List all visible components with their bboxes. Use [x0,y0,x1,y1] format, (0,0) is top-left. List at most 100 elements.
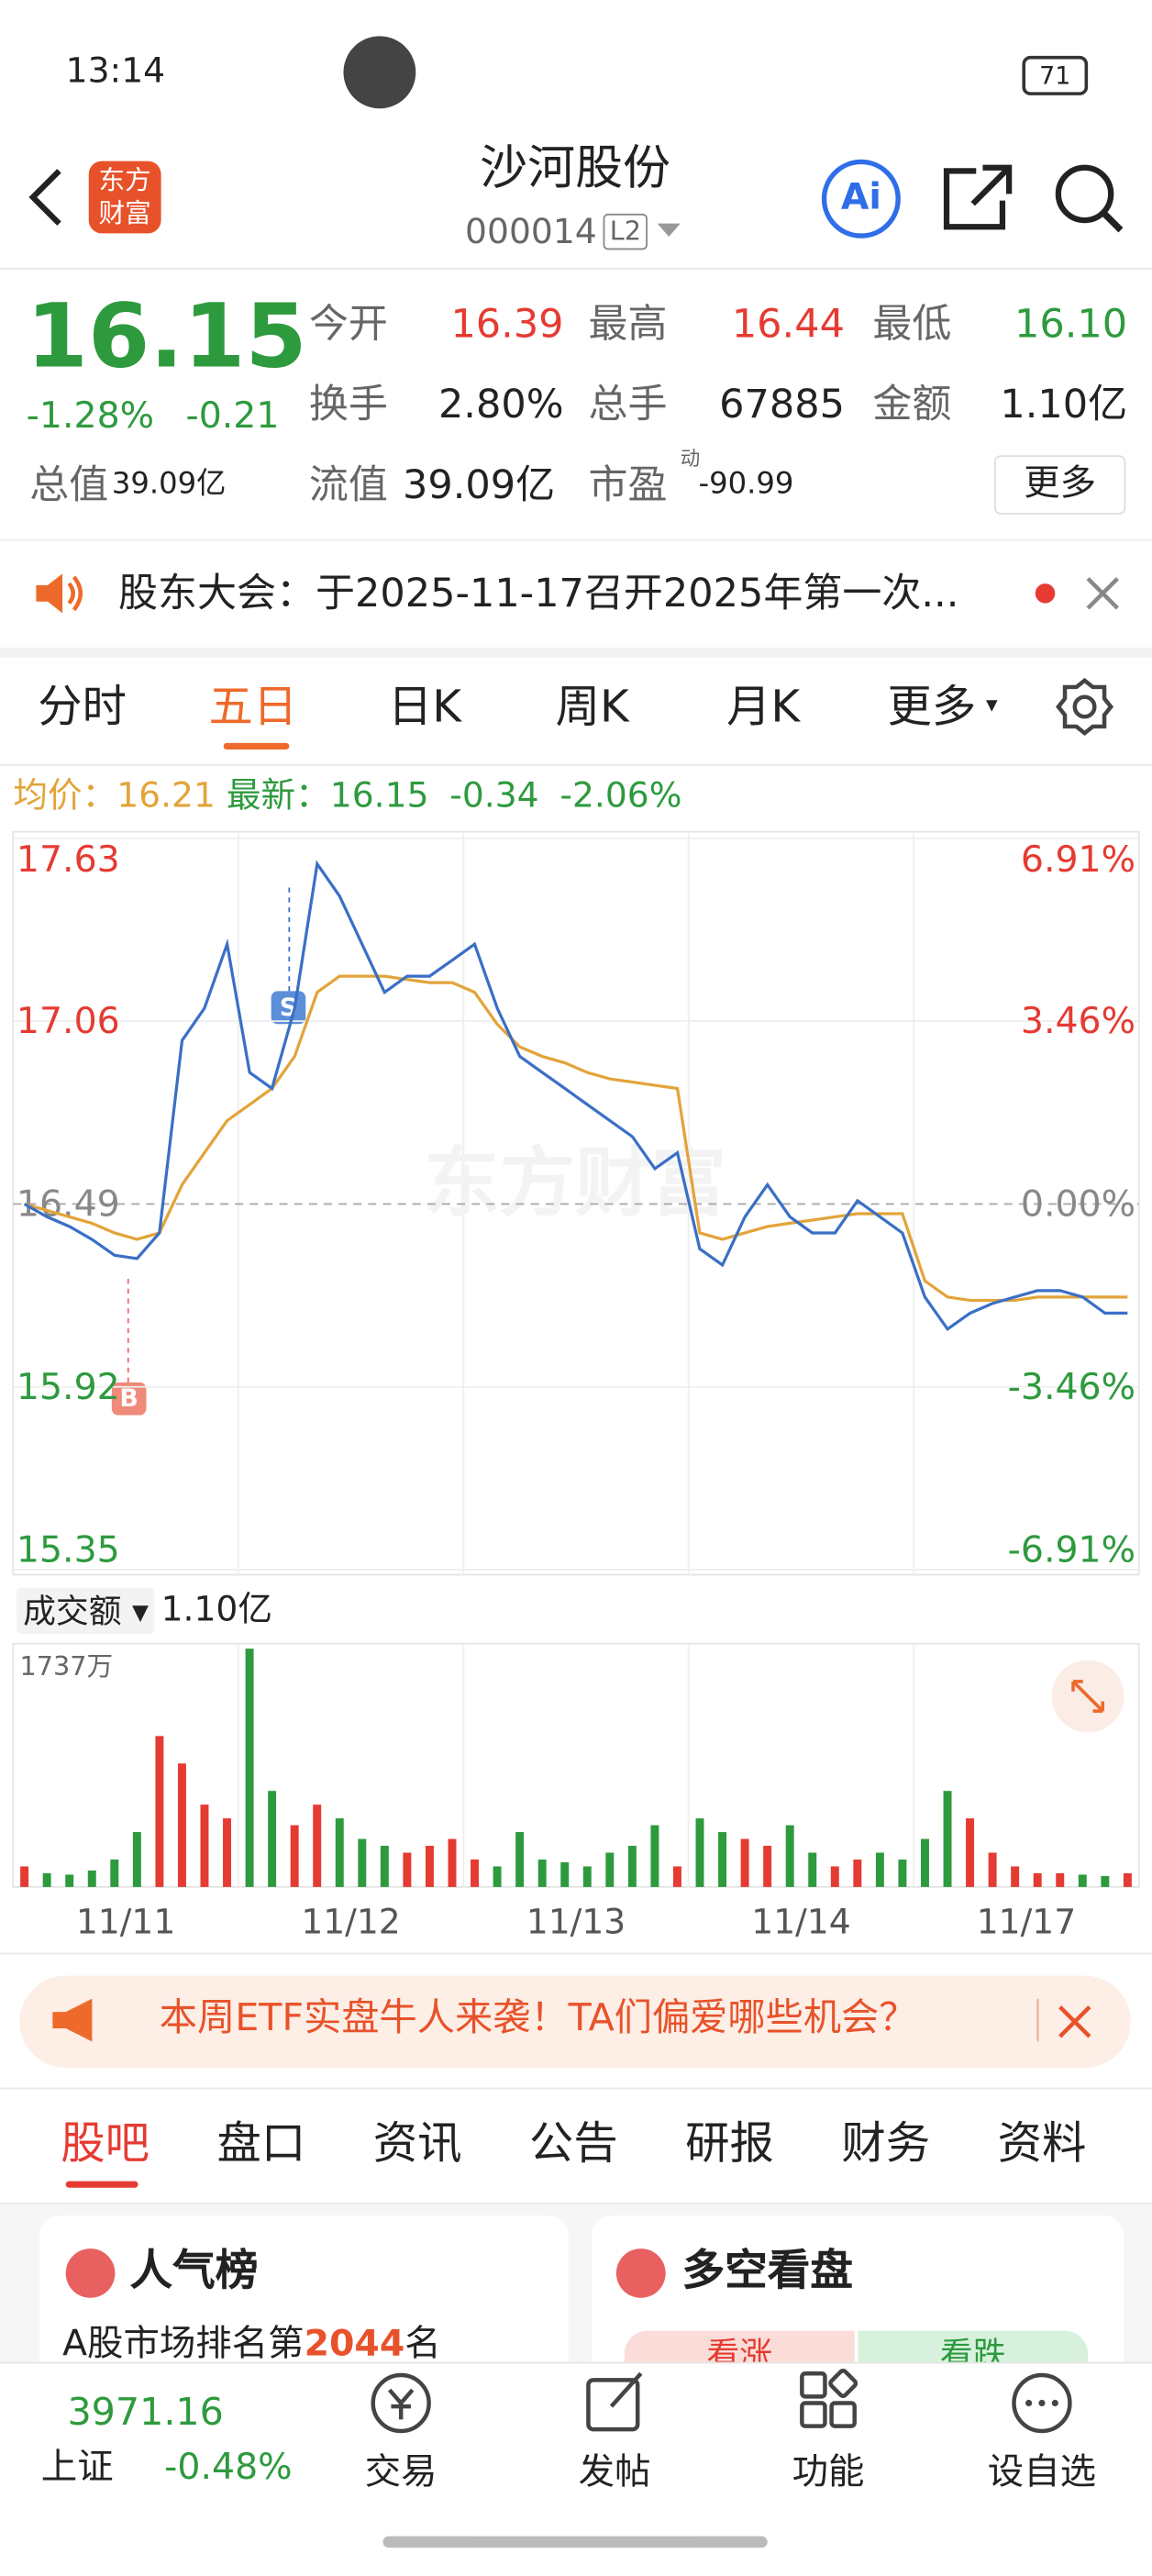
nav-label[interactable]: 发帖 [578,2452,651,2494]
chart-tab[interactable]: 日K [387,682,461,734]
volume-bar [627,1846,637,1887]
divider [0,268,1152,270]
settings-button[interactable] [1055,677,1114,737]
section-tab[interactable]: 资讯 [372,2118,462,2171]
volume-bar [966,1818,975,1887]
close-banner[interactable] [1057,2004,1092,2039]
y2-tick-label: -3.46% [1008,1366,1135,1408]
volume-bar [875,1852,884,1887]
stat-label: 总值 [29,461,109,508]
chart-tab[interactable]: 五日 [208,682,298,734]
chart-tab[interactable]: 周K [555,682,629,734]
dropdown-icon[interactable] [654,220,683,240]
nav-label[interactable]: 设自选 [987,2452,1097,2494]
post-icon[interactable] [579,2367,651,2439]
popularity-card[interactable] [39,2215,569,2381]
notice-text[interactable]: 股东大会：于2025-11-17召开2025年第一次... [118,570,959,616]
section-tab[interactable]: 公告 [528,2118,618,2171]
close-notice[interactable] [1085,575,1121,611]
latest-change: -0.34 [449,775,539,816]
banner-text[interactable]: 本周ETF实盘牛人来袭！TA们偏爱哪些机会？ [159,1996,917,2040]
level-badge[interactable]: L2 [603,213,648,250]
volume-bar [403,1852,412,1887]
battery: 71 [1022,55,1089,95]
latest-label: 最新： [226,775,330,816]
popularity-icon [65,2248,116,2298]
y-tick-label: 17.63 [17,838,120,881]
search-button[interactable] [1052,161,1127,237]
volume-bar [223,1818,232,1887]
y-tick-label: 15.92 [17,1366,120,1408]
watchlist-icon[interactable] [1006,2367,1079,2439]
stat-label: 今开 [308,300,388,348]
volume-bar [335,1818,344,1887]
section-tab[interactable]: 股吧 [61,2118,150,2171]
x-tick-label: 11/11 [76,1902,175,1942]
nav-label[interactable]: 功能 [792,2452,865,2494]
volume-bar [808,1852,817,1887]
stat-value: 2.80% [438,381,564,427]
trade-icon[interactable] [365,2367,438,2439]
volume-bar [943,1791,952,1887]
section-tab[interactable]: 资料 [997,2118,1087,2171]
stat-value: 1.10亿 [1000,381,1128,427]
volume-bar [515,1832,525,1887]
volume-bar [200,1804,209,1887]
stat-label: 金额 [872,381,952,427]
home-indicator [382,2536,768,2548]
megaphone-icon [52,1998,93,2042]
nav-label[interactable]: 交易 [364,2452,438,2494]
price-frame [12,830,1140,1576]
x-tick-label: 11/17 [977,1902,1076,1942]
rank-text: A股市场排名第 [62,2324,305,2366]
volume-bar [290,1825,299,1887]
volume-label: 成交额 [23,1591,122,1631]
function-icon[interactable] [792,2367,865,2439]
more-button[interactable]: 更多 [993,455,1126,515]
y2-tick-label: 6.91% [1021,838,1135,881]
price-line [23,860,1128,1332]
y-tick-label: 17.06 [17,1000,120,1042]
app-logo: 东方财富 [88,161,161,234]
buy-marker[interactable] [111,1382,147,1416]
volume-bar [471,1859,480,1887]
volume-selector[interactable]: 成交额 ▾ [16,1587,156,1634]
volume-bar [785,1825,794,1887]
chart-summary: 均价：16.21 最新：16.15 -0.34 -2.06% [13,775,681,816]
chart-tab[interactable]: 分时 [38,682,127,734]
x-tick-label: 11/13 [526,1902,626,1942]
section-tab[interactable]: 盘口 [216,2118,306,2171]
section-tab[interactable]: 财务 [841,2118,931,2171]
chart-tab[interactable]: 更多 [887,682,977,734]
rank-unit: 名 [404,2324,441,2366]
popularity-text: A股市场排名第2044名 [62,2324,441,2366]
stat-value: 39.09亿 [402,461,556,508]
promo-banner[interactable] [19,1975,1131,2068]
section-gap [0,647,1152,658]
stat-label: 最高 [588,300,668,348]
section-tab[interactable]: 研报 [685,2118,774,2171]
volume-bar [1011,1866,1020,1887]
index-value[interactable]: 3971.16 [67,2391,224,2435]
index-change[interactable]: -0.48% [164,2447,293,2489]
stock-name: 沙河股份 [480,139,671,196]
volume-bar [87,1870,96,1887]
popularity-title: 人气榜 [129,2247,259,2297]
share-button[interactable] [940,161,1015,234]
ai-button[interactable]: Ai [821,159,901,239]
expand-icon [1071,1680,1105,1713]
back-button[interactable] [23,164,72,230]
section-underline [65,2181,138,2188]
stat-value: 16.10 [1014,300,1128,348]
index-name[interactable]: 上证 [40,2447,114,2489]
tab-caret[interactable]: ▾ [986,692,998,718]
volume-max: 1737万 [19,1649,114,1682]
unread-dot [1035,583,1056,604]
y2-tick-label: 0.00% [1021,1183,1135,1225]
volume-bar [605,1852,615,1887]
x-tick-label: 11/12 [301,1902,400,1942]
y2-tick-label: -6.91% [1008,1529,1135,1571]
chart-tab[interactable]: 月K [726,682,801,734]
last-price: 16.15 [26,283,307,388]
